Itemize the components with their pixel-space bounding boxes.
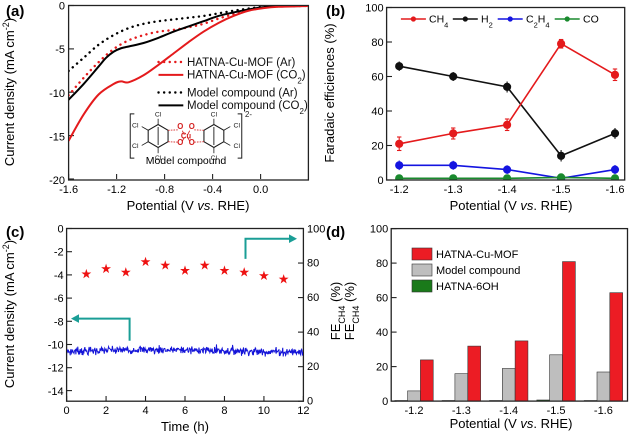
svg-text:0: 0: [59, 1, 65, 13]
svg-text:Potential (V vs. RHE): Potential (V vs. RHE): [127, 198, 250, 213]
svg-text:6: 6: [182, 405, 188, 417]
svg-text:(b): (b): [326, 3, 345, 20]
svg-text:-8: -8: [54, 316, 64, 328]
svg-text:Time (h): Time (h): [161, 419, 209, 434]
svg-text:-10: -10: [48, 340, 64, 352]
svg-text:-1.2: -1.2: [405, 405, 424, 417]
svg-text:-1.5: -1.5: [552, 184, 571, 196]
svg-text:20: 20: [371, 141, 383, 153]
svg-text:0: 0: [57, 224, 63, 236]
svg-text:2-: 2-: [245, 110, 252, 119]
svg-text:Current density (mA cm-2): Current density (mA cm-2): [1, 240, 17, 388]
svg-text:(a): (a): [6, 3, 24, 20]
svg-text:100: 100: [365, 3, 383, 15]
svg-text:100: 100: [307, 224, 325, 236]
svg-text:4: 4: [142, 405, 148, 417]
svg-text:20: 20: [307, 361, 319, 373]
svg-text:-1.2: -1.2: [107, 184, 126, 196]
svg-text:-1.6: -1.6: [594, 405, 613, 417]
svg-text:Cl: Cl: [155, 112, 162, 119]
svg-text:0: 0: [64, 405, 70, 417]
svg-text:-1.6: -1.6: [59, 184, 78, 196]
svg-text:80: 80: [371, 37, 383, 49]
svg-text:-1.4: -1.4: [498, 184, 517, 196]
svg-text:60: 60: [307, 292, 319, 304]
svg-text:-1.6: -1.6: [606, 184, 625, 196]
svg-text:(c): (c): [6, 224, 24, 241]
svg-text:60: 60: [376, 293, 388, 305]
svg-text:Faradaic efficiences (%): Faradaic efficiences (%): [322, 23, 337, 162]
svg-text:-1.3: -1.3: [444, 184, 463, 196]
svg-text:Potential (V vs. RHE): Potential (V vs. RHE): [450, 416, 573, 431]
svg-text:O: O: [177, 122, 183, 131]
svg-text:Cl: Cl: [132, 143, 139, 150]
svg-text:-10: -10: [49, 88, 65, 100]
svg-text:0.0: 0.0: [253, 184, 268, 196]
svg-text:O: O: [189, 122, 195, 131]
svg-text:Cl: Cl: [132, 122, 139, 129]
svg-text:Model compound (Ar): Model compound (Ar): [187, 87, 298, 99]
svg-text:8: 8: [221, 405, 227, 417]
svg-text:Current density (mA cm-2): Current density (mA cm-2): [1, 18, 17, 166]
svg-text:100: 100: [370, 224, 388, 236]
svg-text:Model compound: Model compound: [436, 265, 520, 277]
svg-text:Potential (V vs. RHE): Potential (V vs. RHE): [450, 198, 573, 213]
svg-text:40: 40: [376, 327, 388, 339]
svg-text:Cl: Cl: [234, 122, 241, 129]
svg-text:CO: CO: [583, 13, 599, 25]
svg-text:-1.2: -1.2: [390, 184, 409, 196]
svg-text:-2: -2: [54, 247, 64, 259]
svg-text:12: 12: [297, 405, 309, 417]
svg-text:-0.4: -0.4: [203, 184, 222, 196]
svg-text:60: 60: [371, 72, 383, 84]
svg-text:0: 0: [377, 175, 383, 187]
svg-text:-5: -5: [55, 44, 65, 56]
svg-text:HATNA-Cu-MOF (Ar): HATNA-Cu-MOF (Ar): [187, 57, 296, 69]
svg-text:-0.8: -0.8: [155, 184, 174, 196]
svg-text:HATNA-Cu-MOF: HATNA-Cu-MOF: [436, 249, 519, 261]
svg-text:-12: -12: [48, 363, 64, 375]
svg-text:-14: -14: [48, 386, 64, 398]
svg-text:10: 10: [258, 405, 270, 417]
svg-text:Model compound: Model compound: [146, 155, 227, 167]
svg-text:40: 40: [371, 106, 383, 118]
svg-text:80: 80: [307, 258, 319, 270]
svg-text:HATNA-6OH: HATNA-6OH: [436, 281, 499, 293]
svg-text:40: 40: [307, 327, 319, 339]
svg-text:-15: -15: [49, 132, 65, 144]
svg-text:Cu: Cu: [181, 132, 192, 141]
svg-text:-6: -6: [54, 293, 64, 305]
svg-text:20: 20: [376, 362, 388, 374]
svg-text:0: 0: [382, 396, 388, 408]
svg-text:-4: -4: [54, 270, 64, 282]
svg-text:Cl: Cl: [234, 143, 241, 150]
svg-text:80: 80: [376, 258, 388, 270]
svg-text:2: 2: [103, 405, 109, 417]
svg-text:(d): (d): [326, 224, 345, 241]
svg-text:Cl: Cl: [211, 112, 218, 119]
